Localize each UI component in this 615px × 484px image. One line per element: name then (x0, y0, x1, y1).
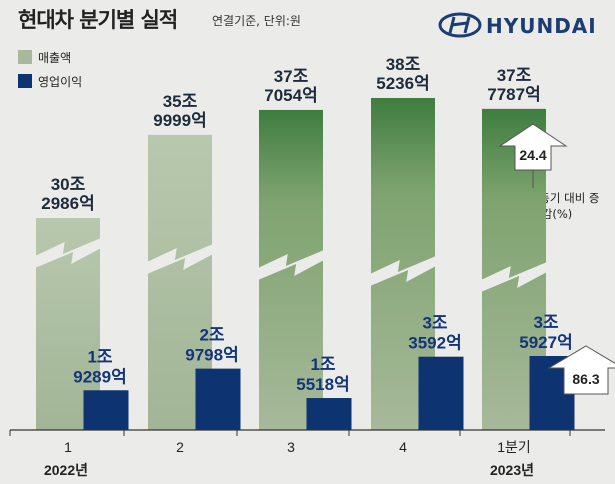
x-tick-label: 2 (176, 439, 184, 455)
year-label: 2022년 (44, 462, 88, 478)
year-label: 2023년 (490, 462, 534, 478)
operating-profit-bar (306, 398, 352, 430)
operating-profit-value-label-top: 2조 (199, 326, 224, 345)
operating-profit-value-label-bottom: 9798억 (185, 346, 238, 365)
sales-value-label-top: 37조 (497, 66, 532, 85)
operating-profit-bar (83, 390, 129, 430)
x-tick-label: 3 (287, 439, 295, 455)
sales-value-label-top: 37조 (274, 67, 309, 86)
sales-value-label-bottom: 9999억 (153, 111, 206, 130)
operating-profit-value-label-top: 1조 (87, 347, 112, 366)
operating-profit-yoy-value: 86.3 (572, 371, 599, 387)
x-tick-label: 1 (64, 439, 72, 455)
legend-swatch-operating-profit (18, 74, 32, 88)
operating-profit-value-label-top: 3조 (533, 313, 558, 332)
sales-value-label-top: 30조 (51, 175, 86, 194)
axis-break-mark (370, 256, 436, 286)
operating-profit-bar (195, 368, 241, 430)
hyundai-emblem-icon (438, 12, 482, 38)
operating-profit-yoy-arrow-icon (547, 345, 615, 395)
sales-value-label-bottom: 2986억 (41, 194, 94, 213)
axis-break-mark (258, 250, 324, 280)
sales-value-label-bottom: 5236억 (376, 74, 429, 93)
x-tick-label: 1분기 (497, 439, 531, 455)
operating-profit-value-label-top: 1조 (310, 355, 335, 374)
sales-value-label-bottom: 7787억 (487, 85, 540, 104)
operating-profit-value-label-bottom: 5518억 (296, 375, 349, 394)
legend-label-sales: 매출액 (38, 51, 72, 65)
legend-label-operating-profit: 영업이익 (38, 75, 83, 89)
operating-profit-value-label-bottom: 9289억 (73, 367, 126, 386)
sales-value-label-top: 35조 (163, 92, 198, 111)
operating-profit-value-label-bottom: 3592억 (408, 334, 461, 353)
operating-profit-value-label-top: 3조 (422, 314, 447, 333)
axis-break-mark (147, 244, 213, 274)
legend-item-sales: 매출액 (18, 49, 71, 66)
legend-swatch-sales (18, 50, 32, 64)
chart-subtitle: 연결기준, 단위:원 (212, 14, 301, 28)
axis-break-mark (481, 262, 547, 292)
operating-profit-bar (418, 356, 464, 430)
legend-item-operating-profit: 영업이익 (18, 73, 82, 90)
sales-value-label-bottom: 7054억 (264, 86, 317, 105)
brand-name: HYUNDAI (486, 14, 597, 38)
sales-value-label-top: 38조 (386, 55, 421, 74)
chart-title: 현대차 분기별 실적 (18, 8, 178, 32)
x-tick-label: 4 (399, 439, 407, 455)
operating-profit-value-label-bottom: 5927억 (519, 333, 572, 352)
axis-break-mark (35, 238, 101, 268)
sales-yoy-value: 24.4 (519, 147, 546, 163)
